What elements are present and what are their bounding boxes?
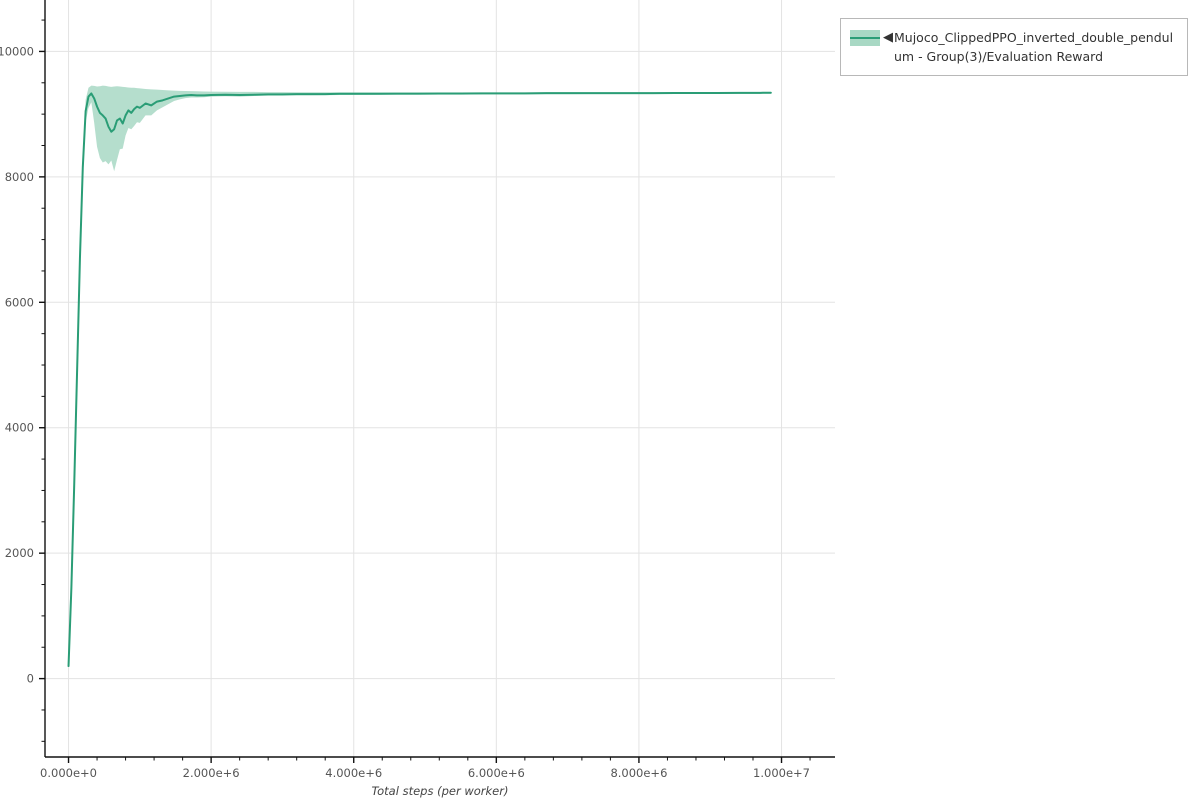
- grid-lines: [45, 0, 835, 757]
- svg-text:0: 0: [27, 672, 34, 686]
- x-axis-title: Total steps (per worker): [372, 784, 509, 798]
- axis-ticks: [39, 19, 811, 763]
- legend-marker-icon: ◀: [883, 30, 893, 45]
- data-line: [67, 91, 772, 668]
- chart-legend[interactable]: ◀ Mujoco_ClippedPPO_inverted_double_pend…: [840, 18, 1188, 76]
- svg-text:8000: 8000: [5, 170, 34, 184]
- svg-text:1.000e+7: 1.000e+7: [753, 766, 810, 780]
- svg-text:6000: 6000: [5, 295, 34, 309]
- legend-line-swatch: [850, 37, 880, 39]
- legend-entry[interactable]: ◀ Mujoco_ClippedPPO_inverted_double_pend…: [841, 19, 1187, 75]
- tick-labels: 0.000e+0 2.000e+6 4.000e+6 6.000e+6 8.000e+6…: [0, 44, 810, 780]
- svg-text:2000: 2000: [5, 546, 34, 560]
- legend-color-swatch: [850, 30, 880, 46]
- legend-entry-label: Mujoco_ClippedPPO_inverted_double_pendul…: [894, 30, 1174, 64]
- svg-text:0.000e+0: 0.000e+0: [40, 766, 97, 780]
- svg-text:4.000e+6: 4.000e+6: [325, 766, 382, 780]
- svg-text:Total steps (per worker): Total steps (per worker): [372, 784, 509, 798]
- confidence-band: [68, 85, 771, 667]
- svg-text:2.000e+6: 2.000e+6: [183, 766, 240, 780]
- svg-text:6.000e+6: 6.000e+6: [468, 766, 525, 780]
- svg-text:10000: 10000: [0, 44, 34, 58]
- svg-text:4000: 4000: [5, 421, 34, 435]
- axis-spines: [44, 0, 835, 758]
- svg-text:8.000e+6: 8.000e+6: [610, 766, 667, 780]
